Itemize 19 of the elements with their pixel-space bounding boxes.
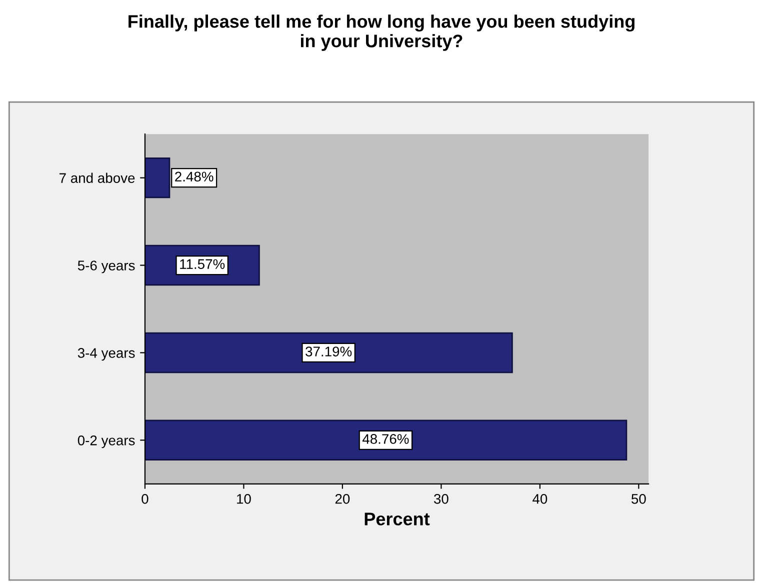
y-tick-label: 5-6 years bbox=[78, 260, 135, 274]
x-tick-label: 40 bbox=[532, 494, 548, 504]
data-label: 37.19% bbox=[306, 346, 352, 356]
bar bbox=[144, 420, 628, 461]
x-tick-label: 50 bbox=[632, 494, 646, 504]
data-label: 48.76% bbox=[362, 434, 409, 444]
data-label: 2.48% bbox=[175, 172, 214, 182]
chart-title: Finally, please tell me for how long have you been studying in your University? bbox=[128, 14, 634, 51]
x-tick-label: 20 bbox=[335, 494, 350, 504]
x-tick-label: 30 bbox=[434, 494, 448, 504]
x-tick-label: 0 bbox=[142, 494, 148, 504]
y-tick-label: 0-2 years bbox=[78, 436, 135, 448]
bar bbox=[144, 332, 513, 374]
data-label: 11.57% bbox=[180, 259, 225, 269]
x-tick-label: 10 bbox=[237, 494, 251, 504]
bar bbox=[144, 157, 170, 198]
y-tick-label: 3-4 years bbox=[78, 348, 135, 361]
y-tick-label: 7 and above bbox=[60, 172, 135, 183]
x-axis-title: Percent bbox=[364, 512, 430, 526]
